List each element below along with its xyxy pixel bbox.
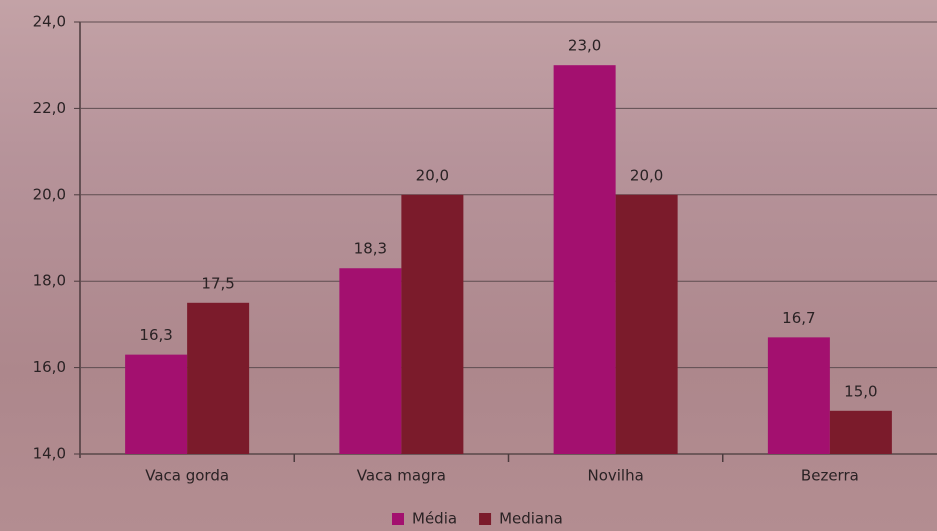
bar [829, 410, 892, 454]
legend-swatch [392, 513, 404, 525]
bar [187, 302, 250, 454]
value-label: 20,0 [630, 166, 663, 184]
legend-swatch [479, 513, 492, 525]
bar [615, 194, 678, 455]
value-label: 16,7 [782, 309, 815, 327]
value-label: 18,3 [354, 240, 387, 258]
y-tick-label: 20,0 [33, 185, 66, 203]
x-tick-label: Bezerra [801, 467, 859, 485]
bar [339, 268, 402, 454]
value-label: 23,0 [568, 37, 601, 55]
y-tick-label: 16,0 [33, 358, 66, 376]
value-label: 17,5 [201, 274, 234, 292]
bar [125, 354, 188, 454]
value-label: 16,3 [139, 326, 172, 344]
bar [767, 337, 830, 454]
x-tick-label: Vaca gorda [145, 467, 229, 485]
y-tick-label: 18,0 [33, 272, 66, 290]
legend-label: Mediana [499, 510, 563, 528]
value-label: 20,0 [416, 166, 449, 184]
x-tick-label: Novilha [587, 467, 643, 485]
legend-label: Média [412, 510, 457, 528]
y-tick-label: 14,0 [33, 445, 66, 463]
x-tick-label: Vaca magra [357, 467, 446, 485]
value-label: 15,0 [844, 382, 877, 400]
y-tick-label: 24,0 [33, 13, 66, 31]
y-tick-label: 22,0 [33, 99, 66, 117]
bar [553, 65, 616, 454]
bar [401, 194, 464, 455]
